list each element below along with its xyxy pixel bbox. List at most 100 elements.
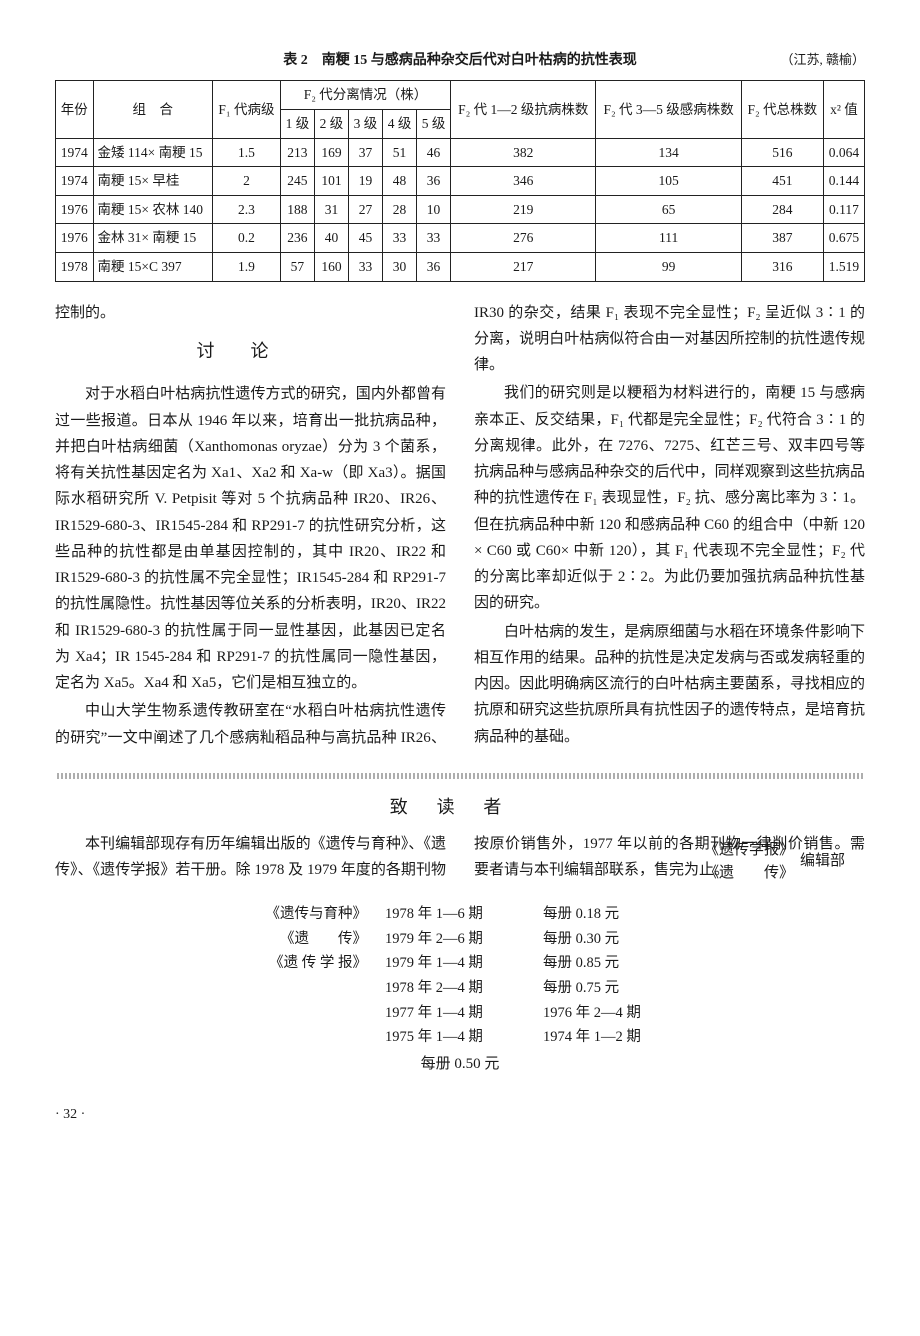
table-cell: 217 [451,252,596,281]
table-cell: 10 [417,195,451,224]
th-lv4: 4 级 [383,109,417,138]
table-cell: 1974 [56,138,94,167]
data-table: 年份 组 合 F₁ 代病级 F₂ 代分离情况（株） F₂ 代 1—2 级抗病株数… [55,80,865,281]
table-cell: 28 [383,195,417,224]
table-cell: 276 [451,224,596,253]
table-cell: 1.519 [823,252,864,281]
table-cell: 316 [741,252,823,281]
table-cell: 19 [348,167,382,196]
separator [55,773,865,779]
table-cell: 284 [741,195,823,224]
sig-line2: 《遗 传》 [704,865,794,881]
table-cell: 51 [383,138,417,167]
table-cell: 516 [741,138,823,167]
price-cell: 每册 0.85 元 [543,951,683,976]
table-title: 表 2 南粳 15 与感病品种杂交后代对白叶枯病的抗性表现 [283,50,637,72]
table-cell: 382 [451,138,596,167]
price-row: 《遗 传 学 报》1979 年 1—4 期每册 0.85 元 [55,951,865,976]
table-cell: 40 [314,224,348,253]
price-cell: 1978 年 1—6 期 [385,902,525,927]
price-cell: 每册 0.30 元 [543,927,683,952]
price-cell: 1974 年 1—2 期 [543,1025,683,1050]
th-lv1: 1 级 [280,109,314,138]
price-cell: 1977 年 1—4 期 [385,1001,525,1026]
th-combo: 组 合 [93,81,212,138]
table-cell: 134 [596,138,741,167]
table-cell: 33 [383,224,417,253]
discussion-p3: 我们的研究则是以粳稻为材料进行的，南粳 15 与感病亲本正、反交结果，F₁ 代都… [474,380,865,616]
table-cell: 188 [280,195,314,224]
price-cell: 1976 年 2—4 期 [543,1001,683,1026]
table-cell: 65 [596,195,741,224]
discussion-p1: 对于水稻白叶枯病抗性遗传方式的研究，国内外都曾有过一些报道。日本从 1946 年… [55,381,446,696]
table-cell: 111 [596,224,741,253]
price-row: 1977 年 1—4 期 1976 年 2—4 期 [55,1001,865,1026]
table-cell: 245 [280,167,314,196]
table-cell: 160 [314,252,348,281]
table-cell: 0.144 [823,167,864,196]
table-cell: 31 [314,195,348,224]
table-cell: 236 [280,224,314,253]
table-cell: 451 [741,167,823,196]
price-list: 《遗传与育种》 1978 年 1—6 期每册 0.18 元《遗 传》 1979 年 … [55,902,865,1050]
price-cell: 1978 年 2—4 期 [385,976,525,1001]
table-cell: 0.2 [213,224,281,253]
table-row: 1976南粳 15× 农林 1402.318831272810219652840… [56,195,865,224]
table-cell: 2 [213,167,281,196]
table-cell: 105 [596,167,741,196]
table-cell: 33 [348,252,382,281]
table-cell: 46 [417,138,451,167]
price-final: 每册 0.50 元 [55,1052,865,1076]
table-cell: 48 [383,167,417,196]
table-row: 1976金林 31× 南粳 150.2236404533332761113870… [56,224,865,253]
page-number: · 32 · [55,1104,865,1126]
table-cell: 33 [417,224,451,253]
price-row: 《遗传与育种》 1978 年 1—6 期每册 0.18 元 [55,902,865,927]
price-cell [237,1025,367,1050]
table-cell: 2.3 [213,195,281,224]
discussion-block: 控制的。 讨论 对于水稻白叶枯病抗性遗传方式的研究，国内外都曾有过一些报道。日本… [55,300,865,752]
sig-suffix: 编辑部 [800,850,845,873]
price-row: 1975 年 1—4 期 1974 年 1—2 期 [55,1025,865,1050]
th-f2-12: F₂ 代 1—2 级抗病株数 [451,81,596,138]
th-year: 年份 [56,81,94,138]
table-cell: 1.9 [213,252,281,281]
table-cell: 1974 [56,167,94,196]
table-cell: 36 [417,167,451,196]
price-cell: 每册 0.18 元 [543,902,683,927]
price-cell [237,1001,367,1026]
table-cell: 30 [383,252,417,281]
table-cell: 南粳 15× 农林 140 [93,195,212,224]
price-cell [237,976,367,1001]
table-cell: 0.117 [823,195,864,224]
table-cell: 219 [451,195,596,224]
table-cell: 346 [451,167,596,196]
table-cell: 金林 31× 南粳 15 [93,224,212,253]
th-f1: F₁ 代病级 [213,81,281,138]
price-row: 1978 年 2—4 期每册 0.75 元 [55,976,865,1001]
table-cell: 1976 [56,195,94,224]
table-cell: 0.064 [823,138,864,167]
th-chi: x² 值 [823,81,864,138]
price-cell: 1979 年 2—6 期 [385,927,525,952]
pre-text: 控制的。 [55,300,446,326]
table-cell: 1976 [56,224,94,253]
price-cell: 《遗 传》 [237,927,367,952]
th-lv5: 5 级 [417,109,451,138]
table-cell: 99 [596,252,741,281]
table-cell: 南粳 15× 早桂 [93,167,212,196]
th-f2-35: F₂ 代 3—5 级感病株数 [596,81,741,138]
table-cell: 36 [417,252,451,281]
table-cell: 37 [348,138,382,167]
sig-line1: 《遗传学报》 [704,842,794,858]
price-cell: 1975 年 1—4 期 [385,1025,525,1050]
table-cell: 45 [348,224,382,253]
price-cell: 《遗传与育种》 [237,902,367,927]
table-cell: 1.5 [213,138,281,167]
table-cell: 169 [314,138,348,167]
table-cell: 213 [280,138,314,167]
table-cell: 27 [348,195,382,224]
price-cell: 每册 0.75 元 [543,976,683,1001]
th-lv3: 3 级 [348,109,382,138]
table-cell: 57 [280,252,314,281]
